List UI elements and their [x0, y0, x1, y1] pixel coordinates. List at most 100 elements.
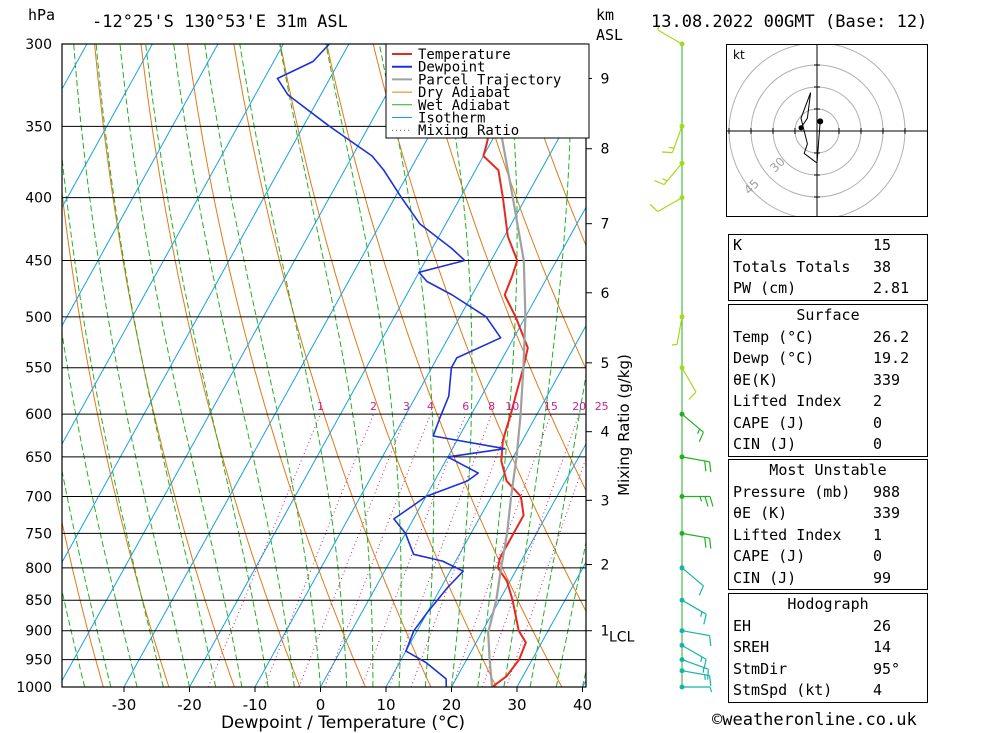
dry-adiabat-line — [62, 520, 104, 687]
wind-barb — [657, 24, 683, 45]
temperature-tick-label: -10 — [243, 696, 268, 714]
credit-link[interactable]: ©weatheronline.co.uk — [712, 710, 917, 730]
hodo-title: Hodograph — [787, 595, 869, 613]
wind-barb — [681, 567, 704, 596]
temperature-profile — [482, 138, 529, 687]
wet-adiabat-line — [204, 44, 321, 687]
pressure-tick-label: 650 — [25, 450, 52, 466]
pressure-tick-label: 350 — [25, 119, 52, 135]
wet-adiabat-line — [173, 44, 295, 687]
parcel-trajectory — [485, 44, 527, 687]
km-tick-label: 7 — [601, 217, 610, 233]
temperature-tick-label: -30 — [112, 696, 137, 714]
k-index-value: 15 — [873, 236, 892, 254]
dry-adiabat-line — [465, 44, 586, 371]
wind-barb-dot — [679, 494, 685, 499]
isotherm-line — [516, 561, 586, 687]
wind-barbs — [649, 24, 714, 693]
mu-thetae-value: 339 — [873, 504, 901, 522]
hodograph-point — [798, 125, 804, 131]
isotherm-line — [0, 44, 21, 687]
wind-barb-dot — [679, 454, 685, 460]
mu-cin-label: CIN (J) — [733, 568, 797, 587]
most-unstable-table: Most Unstable Pressure (mb) 988 θE (K) 339… — [728, 459, 928, 590]
isotherm-line — [62, 44, 153, 209]
mixing-ratio-lines — [207, 414, 586, 687]
wind-barb-dot — [679, 365, 685, 371]
mixing-ratio-label: 10 — [505, 400, 519, 413]
mu-pressure-label: Pressure (mb) — [733, 482, 851, 501]
temperature-tick-label: 0 — [316, 696, 326, 714]
mu-pressure-value: 988 — [873, 482, 901, 501]
dry-adiabat-line — [977, 44, 1000, 687]
wind-barb — [681, 367, 697, 401]
temperature-tick-label: 20 — [442, 696, 461, 714]
wind-barb — [681, 532, 712, 549]
isotherm-line — [189, 44, 546, 687]
wind-barb — [681, 456, 712, 473]
temperature-tick-label: 40 — [573, 696, 592, 714]
wind-barb — [681, 644, 707, 670]
wind-barb — [682, 495, 714, 507]
wet-adiabat-line — [529, 371, 586, 687]
isotherm-line — [320, 206, 586, 687]
wet-adiabat-line — [555, 539, 586, 687]
pressure-tick-label: 300 — [25, 37, 52, 53]
wind-barb-dot — [679, 123, 685, 129]
profile-series — [276, 44, 529, 687]
mu-cin-value: 99 — [873, 568, 892, 587]
mixing-ratio-labels: 1 2 3 4 6 8 10 15 20 25 — [317, 400, 609, 413]
dry-adiabat-line — [233, 44, 432, 687]
pressure-tick-label: 750 — [25, 526, 52, 542]
wind-barb — [661, 126, 683, 154]
legend-entry: Temperature — [418, 47, 511, 63]
surface-li-value: 2 — [873, 392, 883, 410]
stmdir-value: 95° — [873, 659, 901, 678]
x-axis-title: Dewpoint / Temperature (°C) — [221, 713, 465, 733]
legend-entry: Wet Adiabat — [418, 98, 511, 114]
wind-barb-dot — [679, 657, 685, 663]
mixing-ratio-axis-title: Mixing Ratio (g/kg) — [615, 354, 633, 496]
hodograph-point — [817, 118, 824, 125]
sreh-label: SREH — [733, 638, 770, 656]
wet-adiabat-line — [95, 44, 217, 687]
isotherm-line — [254, 87, 586, 687]
dry-adiabat-line — [62, 188, 170, 687]
wind-barb — [649, 197, 683, 213]
pw-label: PW (cm) — [733, 279, 797, 297]
datetime-title: 13.08.2022 00GMT (Base: 12) — [651, 12, 928, 32]
surface-li-label: Lifted Index — [733, 392, 842, 410]
hodograph-ring-label: 30 — [767, 154, 788, 175]
axes: 3003504004505005506006507007508008509009… — [16, 37, 634, 733]
surface-thetae-value: 339 — [873, 370, 901, 389]
hpa-unit-label: hPa — [28, 6, 56, 24]
km-tick-label: 3 — [601, 493, 610, 509]
wind-barb-dot — [679, 642, 685, 648]
hodograph-ring-label: 45 — [741, 176, 762, 197]
dry-adiabat-line — [931, 44, 1000, 687]
legend-entry: Mixing Ratio — [418, 123, 519, 139]
pressure-tick-label: 900 — [25, 624, 52, 640]
wet-adiabat-line — [503, 44, 572, 687]
wind-barb-dot — [679, 668, 685, 674]
km-tick-label: 2 — [601, 557, 610, 573]
hodograph-table: Hodograph EH 26 SREH 14 StmDir 95° StmSpd (… — [728, 593, 928, 703]
surface-cin-label: CIN (J) — [733, 435, 797, 453]
pressure-tick-label: 500 — [25, 310, 52, 326]
surface-thetae-label: θE(K) — [733, 370, 779, 389]
mu-cape-label: CAPE (J) — [733, 547, 806, 565]
mixing-ratio-label: 4 — [427, 400, 434, 413]
wet-adiabat-line — [62, 152, 164, 687]
dry-adiabat-line — [372, 44, 586, 613]
wet-adiabat-line — [378, 44, 435, 687]
location-title: -12°25'S 130°53'E 31m ASL — [92, 12, 348, 32]
wet-adiabat-line — [73, 44, 190, 687]
wet-adiabat-line — [239, 44, 348, 687]
eh-value: 26 — [873, 616, 892, 635]
mixing-ratio-label: 8 — [488, 400, 495, 413]
hodograph-trace — [800, 92, 821, 164]
surface-temp-label: Temp (°C) — [733, 327, 815, 346]
km-tick-label: 9 — [601, 71, 610, 87]
